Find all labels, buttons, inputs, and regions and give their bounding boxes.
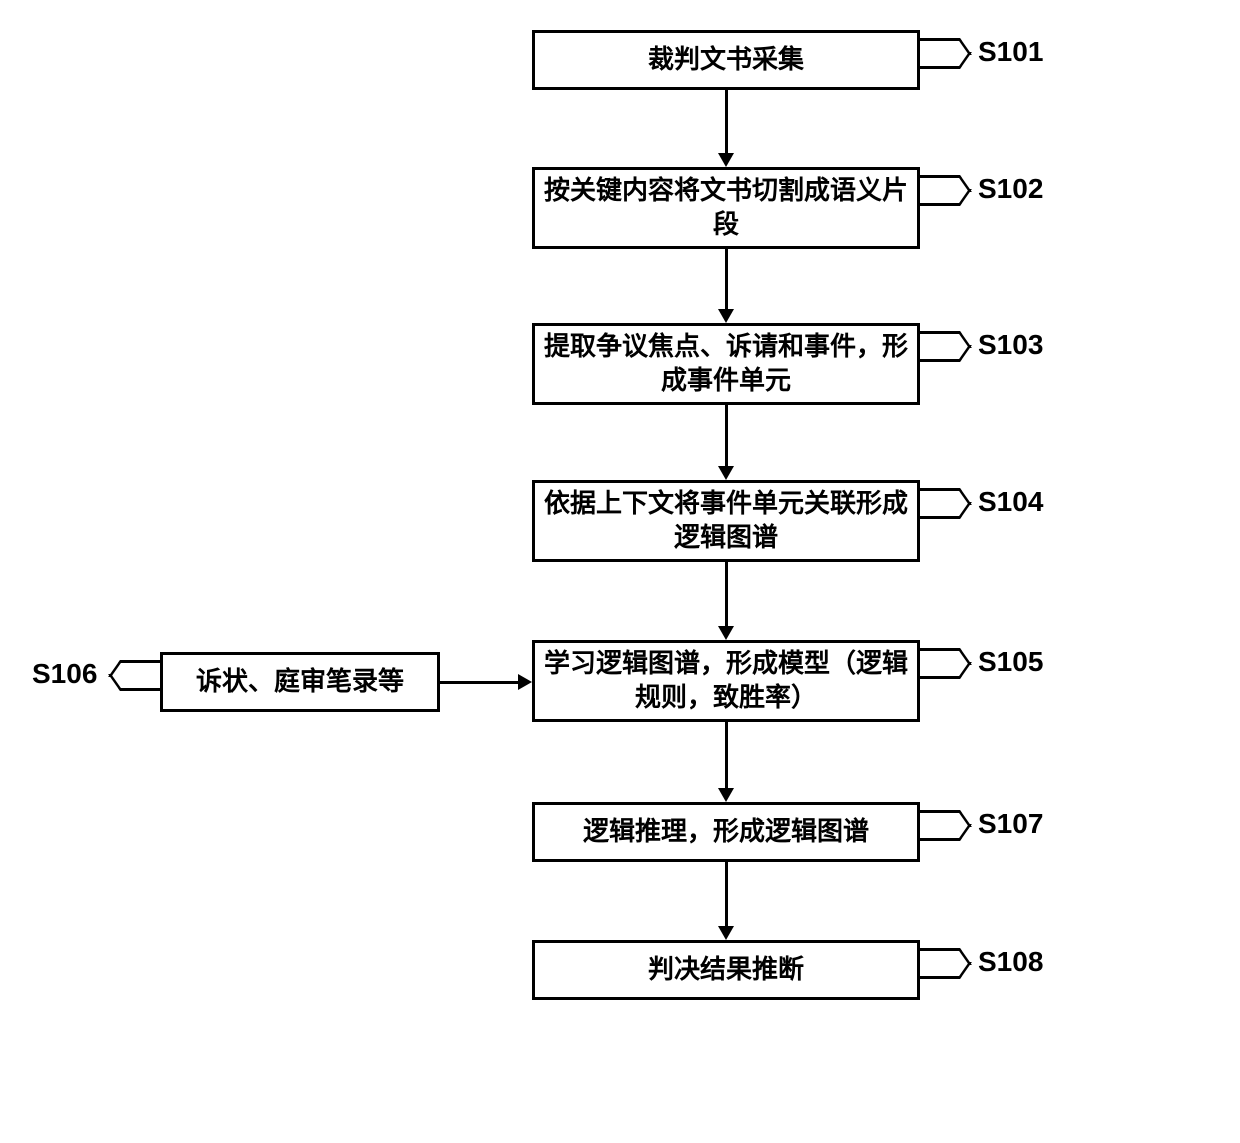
- node-s105: 学习逻辑图谱，形成模型（逻辑规则，致胜率）: [532, 640, 920, 722]
- bracket-s104: [917, 488, 957, 516]
- node-text-s107: 逻辑推理，形成逻辑图谱: [583, 815, 869, 849]
- bracket-s106: [123, 660, 163, 688]
- label-s104: S104: [978, 486, 1043, 518]
- label-s108: S108: [978, 946, 1043, 978]
- bracket-s105: [917, 648, 957, 676]
- node-s106: 诉状、庭审笔录等: [160, 652, 440, 712]
- node-s102: 按关键内容将文书切割成语义片段: [532, 167, 920, 249]
- node-text-s104: 依据上下文将事件单元关联形成逻辑图谱: [543, 487, 909, 555]
- label-s101: S101: [978, 36, 1043, 68]
- label-s105: S105: [978, 646, 1043, 678]
- bracket-s101: [917, 38, 957, 66]
- label-s106: S106: [32, 658, 97, 690]
- node-text-s106: 诉状、庭审笔录等: [196, 665, 404, 699]
- arrowhead-s103-s104: [718, 466, 734, 480]
- label-s107: S107: [978, 808, 1043, 840]
- node-text-s103: 提取争议焦点、诉请和事件，形成事件单元: [543, 330, 909, 398]
- edge-s106-s105: [440, 681, 520, 684]
- edge-s101-s102: [725, 90, 728, 155]
- edge-s103-s104: [725, 405, 728, 468]
- arrowhead-s102-s103: [718, 309, 734, 323]
- node-s107: 逻辑推理，形成逻辑图谱: [532, 802, 920, 862]
- edge-s105-s107: [725, 722, 728, 790]
- node-text-s108: 判决结果推断: [648, 953, 804, 987]
- node-text-s105: 学习逻辑图谱，形成模型（逻辑规则，致胜率）: [543, 647, 909, 715]
- label-s103: S103: [978, 329, 1043, 361]
- arrowhead-s101-s102: [718, 153, 734, 167]
- edge-s102-s103: [725, 249, 728, 311]
- bracket-s107: [917, 810, 957, 838]
- bracket-s103: [917, 331, 957, 359]
- node-text-s101: 裁判文书采集: [648, 43, 804, 77]
- arrowhead-s105-s107: [718, 788, 734, 802]
- node-text-s102: 按关键内容将文书切割成语义片段: [543, 174, 909, 242]
- bracket-s108: [917, 948, 957, 976]
- node-s104: 依据上下文将事件单元关联形成逻辑图谱: [532, 480, 920, 562]
- arrowhead-s106-s105: [518, 674, 532, 690]
- node-s103: 提取争议焦点、诉请和事件，形成事件单元: [532, 323, 920, 405]
- bracket-s102: [917, 175, 957, 203]
- arrowhead-s107-s108: [718, 926, 734, 940]
- node-s101: 裁判文书采集: [532, 30, 920, 90]
- arrowhead-s104-s105: [718, 626, 734, 640]
- label-s102: S102: [978, 173, 1043, 205]
- edge-s107-s108: [725, 862, 728, 928]
- edge-s104-s105: [725, 562, 728, 628]
- node-s108: 判决结果推断: [532, 940, 920, 1000]
